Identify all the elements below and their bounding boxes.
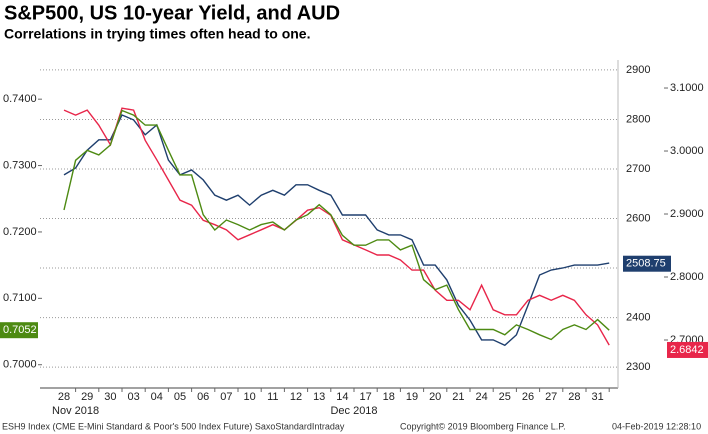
x-tick-label: 18 — [383, 391, 395, 403]
y-tick-label: 0.7000 — [3, 359, 37, 371]
x-tick-label: 13 — [313, 391, 325, 403]
x-tick-label: 30 — [104, 391, 116, 403]
month-label: Nov 2018 — [52, 405, 99, 417]
x-tick-label: 11 — [267, 391, 278, 403]
last-value-box — [667, 341, 708, 358]
x-tick-label: 04 — [151, 391, 163, 403]
y2-tick-label: 2300 — [626, 361, 650, 373]
footer-source: ESH9 Index (CME E-Mini Standard & Poor's… — [2, 421, 345, 431]
y3-tick-label: 2.9000 — [670, 208, 704, 220]
y3-tick-label: 2.8000 — [670, 271, 704, 283]
x-tick-label: 21 — [452, 391, 464, 403]
x-tick-label: 27 — [545, 391, 557, 403]
last-value-label: 0.7052 — [3, 324, 37, 336]
y3-tick-label: 3.0000 — [670, 145, 704, 157]
last-value-label: 2.6842 — [670, 344, 704, 356]
x-tick-label: 19 — [406, 391, 418, 403]
footer-copyright: Copyright© 2019 Bloomberg Finance L.P. — [400, 421, 566, 431]
series-line — [63, 114, 610, 347]
x-tick-label: 10 — [243, 391, 255, 403]
last-value-box — [623, 255, 671, 272]
x-tick-label: 12 — [290, 391, 302, 403]
x-tick-label: 17 — [359, 391, 371, 403]
y-tick-label: 0.7300 — [3, 159, 37, 171]
x-tick-label: 05 — [174, 391, 186, 403]
y2-tick-label: 2600 — [626, 212, 650, 224]
y2-tick-label: 2400 — [626, 311, 650, 323]
x-tick-label: 03 — [127, 391, 139, 403]
y2-tick-label: 2800 — [626, 113, 650, 125]
month-label: Dec 2018 — [330, 405, 377, 417]
y-tick-label: 0.7200 — [3, 226, 37, 238]
x-tick-label: 24 — [475, 391, 487, 403]
x-tick-label: 28 — [568, 391, 580, 403]
x-tick-label: 31 — [591, 391, 603, 403]
x-tick-label: 29 — [81, 391, 93, 403]
chart-subtitle: Correlations in trying times often head … — [4, 26, 310, 42]
x-tick-label: 28 — [58, 391, 70, 403]
x-tick-label: 06 — [197, 391, 209, 403]
x-tick-label: 26 — [522, 391, 534, 403]
y3-tick-label: 3.1000 — [670, 82, 704, 94]
y-tick-label: 0.7400 — [3, 93, 37, 105]
series-line — [63, 107, 610, 346]
x-tick-label: 14 — [336, 391, 348, 403]
last-value-box — [0, 322, 38, 339]
chart-title: S&P500, US 10-year Yield, and AUD — [4, 2, 340, 24]
x-tick-label: 25 — [499, 391, 511, 403]
y-tick-label: 0.7100 — [3, 292, 37, 304]
y2-tick-label: 2900 — [626, 64, 650, 76]
y2-tick-label: 2700 — [626, 163, 650, 175]
x-tick-label: 07 — [220, 391, 232, 403]
last-value-label: 2508.75 — [626, 258, 666, 270]
x-tick-label: 20 — [429, 391, 441, 403]
footer-timestamp: 04-Feb-2019 12:28:10 — [612, 421, 701, 431]
series-line — [63, 109, 610, 341]
